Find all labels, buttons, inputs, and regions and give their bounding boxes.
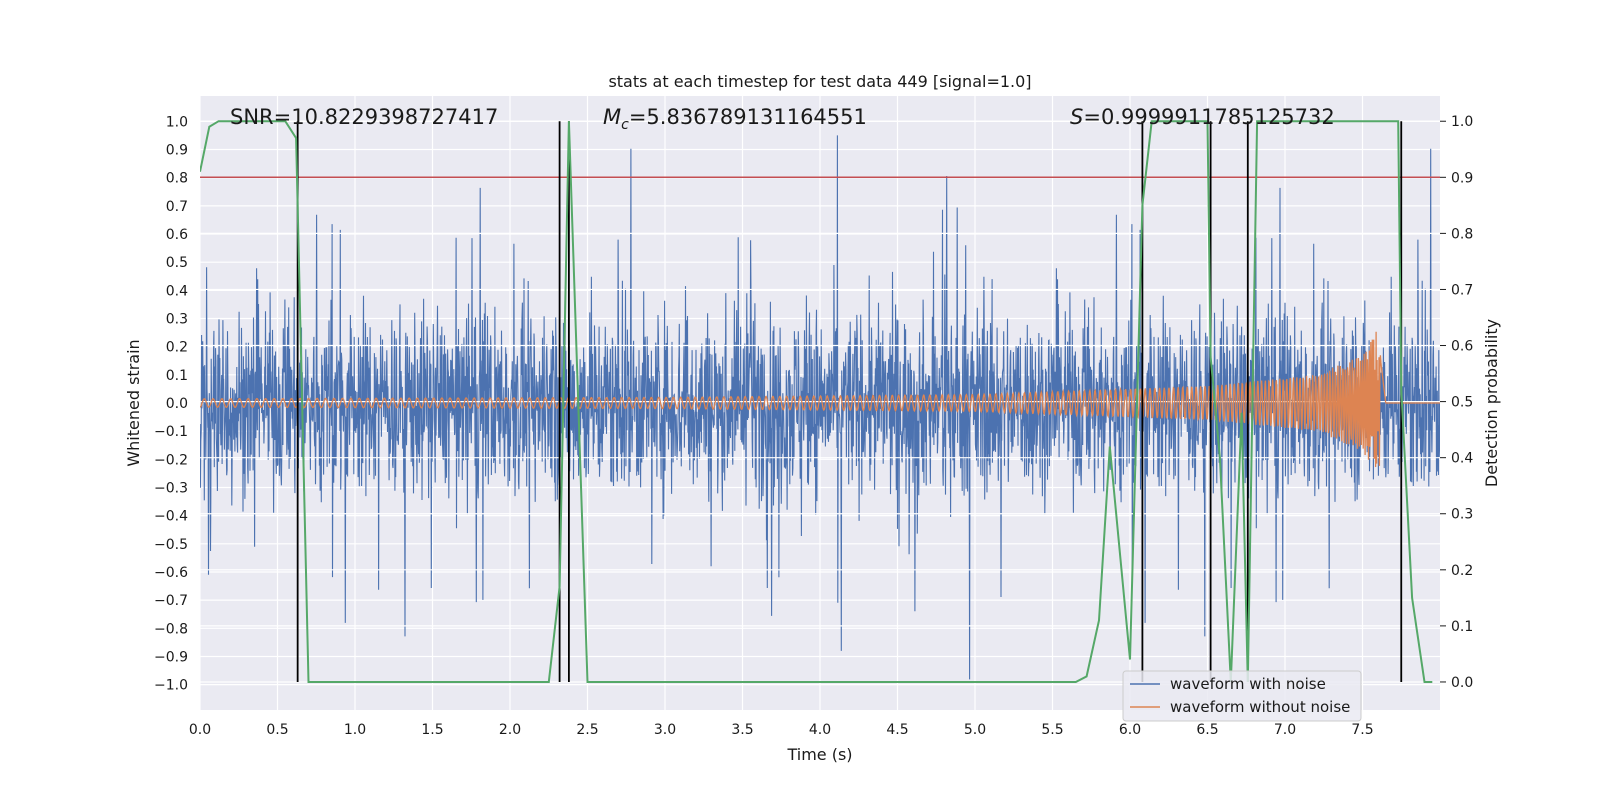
left-tick-label: 0.2 [166,340,188,356]
legend-label-clean: waveform without noise [1170,698,1350,716]
x-axis-ticks: 0.0 0.5 1.0 1.5 2.0 2.5 3.0 3.5 4.0 4.5 5.0 5.5 6.0 6… [189,722,1374,738]
x-tick-label: 4.0 [809,722,831,738]
chirp-mass-annotation: Mc=5.836789131164551 [603,105,867,133]
right-tick-label: 0.2 [1451,563,1473,579]
mc-symbol: M [603,105,621,129]
x-tick-label: 0.0 [189,722,211,738]
right-tick-label: 0.4 [1451,451,1473,467]
right-tick-label: 0.0 [1451,675,1473,691]
s-symbol: S [1070,105,1083,129]
left-axis-label: Whitened strain [124,339,143,466]
right-tick-label: 0.6 [1451,339,1473,355]
x-tick-label: 7.5 [1351,722,1373,738]
mc-value: =5.836789131164551 [629,105,867,129]
left-tick-label: −0.4 [154,509,188,525]
mc-subscript: c [621,117,629,133]
s-annotation: S=0.9999911785125732 [1070,105,1335,129]
right-tick-label: 1.0 [1451,114,1473,130]
left-tick-label: −0.6 [154,565,188,581]
x-tick-label: 3.5 [731,722,753,738]
series-waveform-with-noise [200,135,1440,680]
x-tick-label: 1.0 [344,722,366,738]
x-tick-label: 5.5 [1041,722,1063,738]
legend-label-noise: waveform with noise [1170,675,1326,693]
left-tick-label: −0.9 [154,649,188,665]
right-tick-label: 0.9 [1451,170,1473,186]
x-tick-label: 6.0 [1119,722,1141,738]
x-axis-label: Time (s) [786,745,852,764]
x-tick-label: 2.0 [499,722,521,738]
x-tick-label: 3.0 [654,722,676,738]
left-tick-label: −0.7 [154,593,188,609]
left-tick-label: 0.8 [166,171,188,187]
right-tick-label: 0.8 [1451,226,1473,242]
x-tick-label: 5.0 [964,722,986,738]
right-tick-label: 0.5 [1451,395,1473,411]
legend-box [1122,670,1362,722]
legend: waveform with noise waveform without noi… [1122,670,1362,722]
left-tick-label: 0.7 [166,199,188,215]
left-tick-label: −0.8 [154,621,188,637]
right-axis-label: Detection probability [1482,319,1501,487]
left-tick-label: −0.5 [154,537,188,553]
left-tick-label: 0.9 [166,143,188,159]
left-tick-label: 0.0 [166,396,188,412]
x-tick-label: 1.5 [421,722,443,738]
x-tick-label: 2.5 [576,722,598,738]
left-tick-label: 0.6 [166,227,188,243]
right-tick-label: 0.3 [1451,507,1473,523]
left-axis-ticks: −1.0 −0.9 −0.8 −0.7 −0.6 −0.5 −0.4 −0.3 −0.2 −0.1… [154,114,188,693]
left-tick-label: 0.5 [166,255,188,271]
right-axis-ticks: 0.0 0.1 0.2 0.3 0.4 0.5 0.6 0.7 0.8 0.9 1.0 [1440,114,1473,691]
snr-annotation: SNR=10.8229398727417 [230,105,498,129]
left-tick-label: 1.0 [166,114,188,130]
left-tick-label: −1.0 [154,678,188,694]
x-tick-label: 0.5 [266,722,288,738]
right-tick-label: 0.7 [1451,282,1473,298]
x-tick-label: 7.0 [1274,722,1296,738]
left-tick-label: −0.1 [154,424,188,440]
x-tick-label: 6.5 [1196,722,1218,738]
chart-title: stats at each timestep for test data 449… [608,72,1031,91]
x-tick-label: 4.5 [886,722,908,738]
series-detection-probability [200,120,1433,683]
right-tick-label: 0.1 [1451,619,1473,635]
left-tick-label: −0.3 [154,480,188,496]
left-tick-label: −0.2 [154,452,188,468]
series-waveform-without-noise [200,331,1440,468]
left-tick-label: 0.1 [166,368,188,384]
s-value: =0.9999911785125732 [1083,105,1334,129]
left-tick-label: 0.3 [166,312,188,328]
left-tick-label: 0.4 [166,283,188,299]
